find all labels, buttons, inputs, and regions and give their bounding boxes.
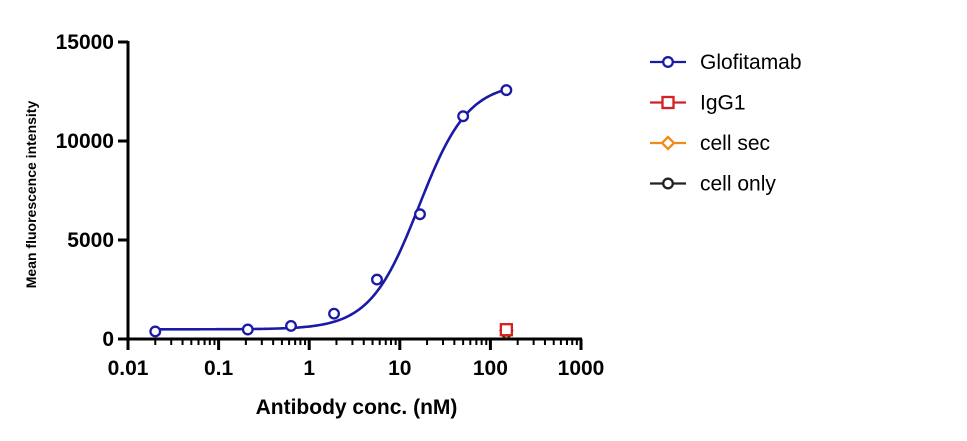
x-axis-label: Antibody conc. (nM) [256,396,458,419]
data-point [457,110,470,123]
legend-label: cell only [700,173,776,196]
x-tick-label: 100 [473,357,508,380]
x-tick-label: 0.01 [108,357,149,380]
data-point [285,319,297,332]
legend: Glofitamab IgG1 cell sec cell only [650,51,802,196]
legend-item: cell sec [650,132,770,155]
y-tick-label: 15000 [56,31,114,54]
x-tick-label: 1 [303,357,315,380]
legend-label: cell sec [700,132,770,155]
legend-label: Glofitamab [700,51,802,74]
legend-item: Glofitamab [650,51,802,74]
legend-marker [660,135,676,151]
legend-marker [662,56,674,68]
legend-marker [661,95,675,110]
legend-label: IgG1 [700,92,746,115]
y-tick-label: 5000 [67,229,114,252]
series-layer [149,84,514,339]
legend-item: cell only [650,173,776,196]
axes: 0 5000 10000 15000 0.01 0.1 1 10 100 1000 [56,31,605,380]
data-point [371,273,383,286]
data-point [328,307,340,320]
fit-curve-0 [155,88,507,331]
legend-item: IgG1 [650,92,746,115]
data-point [414,208,426,221]
data-point [499,323,514,337]
y-tick-label: 0 [102,328,114,351]
x-tick-label: 10 [388,357,411,380]
y-axis-label: Mean fluorescence intensity [23,101,39,289]
data-point [241,323,254,336]
data-point [500,84,513,97]
y-tick-label: 10000 [56,130,114,153]
x-tick-label: 0.1 [204,357,234,380]
data-point [149,325,162,338]
legend-marker [662,177,674,190]
x-tick-label: 1000 [558,357,605,380]
